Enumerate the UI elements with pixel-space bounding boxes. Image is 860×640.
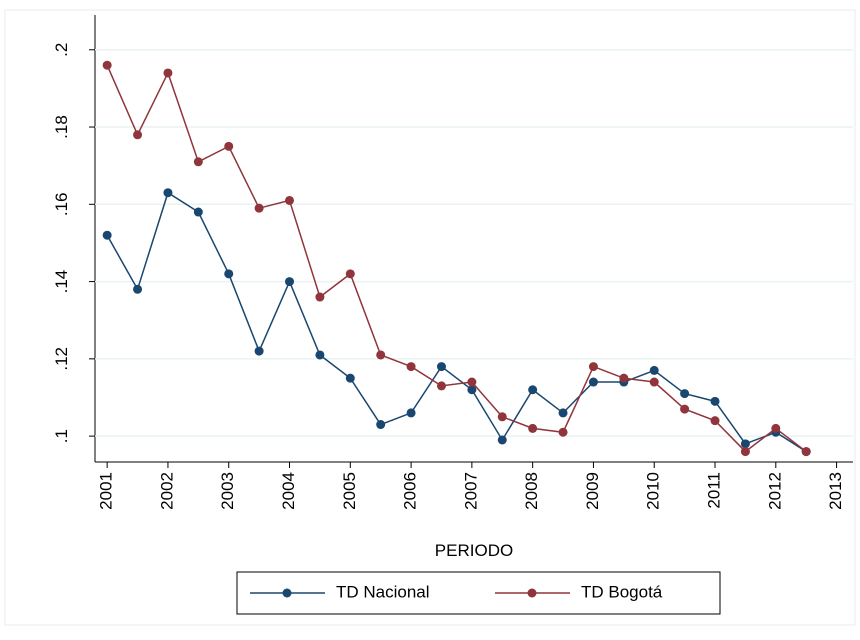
data-point: [193, 157, 203, 167]
data-point: [406, 362, 416, 372]
data-point: [619, 373, 629, 383]
x-tick-label: 2002: [157, 472, 176, 510]
x-tick-label: 2011: [705, 472, 724, 509]
data-point: [649, 377, 659, 387]
x-tick-label: 2004: [279, 472, 298, 510]
chart-frame: [4, 9, 856, 626]
data-point: [558, 408, 568, 418]
legend-label: TD Bogotá: [581, 582, 663, 601]
x-tick-label: 2007: [461, 472, 480, 510]
data-point: [467, 377, 477, 387]
data-point: [163, 68, 173, 78]
y-tick-label: .16: [52, 192, 71, 216]
data-point: [528, 385, 538, 395]
data-point: [710, 416, 720, 426]
data-point: [345, 373, 355, 383]
data-point: [497, 435, 507, 445]
data-point: [193, 207, 203, 217]
x-tick-label: 2008: [522, 472, 541, 510]
data-point: [254, 346, 264, 356]
data-point: [224, 269, 234, 279]
data-point: [133, 130, 143, 140]
data-point: [558, 427, 568, 437]
legend-marker: [527, 588, 537, 598]
x-tick-label: 2001: [97, 472, 116, 510]
data-point: [376, 420, 386, 430]
x-tick-label: 2003: [218, 472, 237, 510]
data-point: [680, 389, 690, 399]
y-tick-label: .18: [52, 115, 71, 139]
data-point: [315, 292, 325, 302]
data-point: [376, 350, 386, 360]
x-tick-label: 2006: [401, 472, 420, 510]
data-point: [285, 195, 295, 205]
data-point: [436, 362, 446, 372]
data-point: [102, 230, 112, 240]
series-line: [106, 64, 807, 453]
data-point: [224, 141, 234, 151]
x-axis-title: PERIODO: [435, 541, 513, 560]
y-tick-label: .14: [52, 270, 71, 294]
data-point: [710, 396, 720, 406]
data-point: [133, 284, 143, 294]
data-point: [801, 447, 811, 457]
data-point: [588, 377, 598, 387]
data-point: [315, 350, 325, 360]
data-point: [406, 408, 416, 418]
data-point: [680, 404, 690, 414]
series-line: [106, 191, 807, 453]
data-point: [740, 447, 750, 457]
data-point: [254, 203, 264, 213]
data-point: [771, 423, 781, 433]
data-point: [497, 412, 507, 422]
x-tick-label: 2012: [765, 472, 784, 510]
x-tick-label: 2013: [826, 472, 845, 510]
data-point: [285, 277, 295, 287]
legend-marker: [282, 588, 292, 598]
data-point: [436, 381, 446, 391]
data-point: [163, 188, 173, 198]
data-point: [467, 385, 477, 395]
data-point: [102, 60, 112, 70]
data-point: [588, 362, 598, 372]
legend-label: TD Nacional: [336, 582, 430, 601]
x-tick-label: 2005: [340, 472, 359, 510]
y-tick-label: .2: [52, 43, 71, 57]
data-point: [345, 269, 355, 279]
y-tick-label: .12: [52, 347, 71, 371]
data-point: [649, 365, 659, 375]
data-point: [528, 423, 538, 433]
x-tick-label: 2010: [644, 472, 663, 510]
x-tick-label: 2009: [583, 472, 602, 510]
data-point: [740, 439, 750, 449]
y-tick-label: .1: [52, 429, 71, 443]
